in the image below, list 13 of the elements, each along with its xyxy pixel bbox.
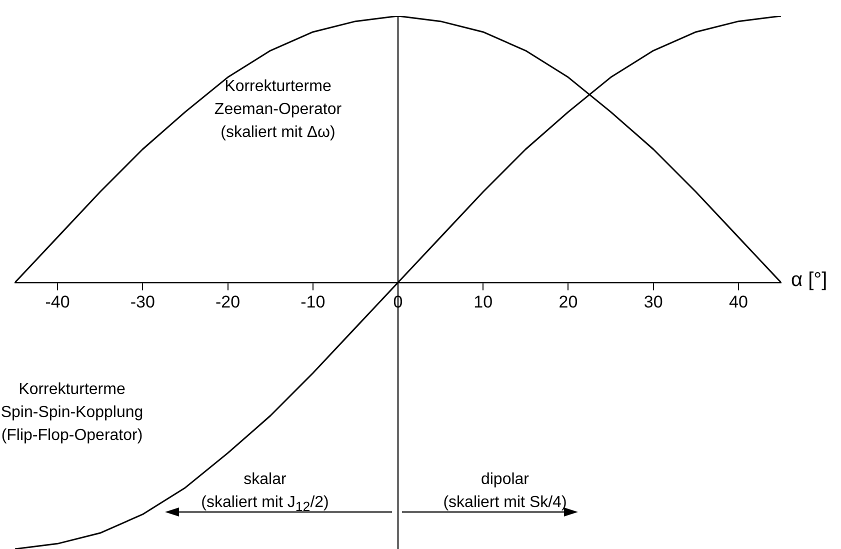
x-tick-label: 30 xyxy=(644,292,663,312)
annotation: dipolar (skaliert mit Sk/4) xyxy=(443,470,567,513)
x-tick-label: -10 xyxy=(300,292,326,312)
annotation: skalar (skaliert mit J$_{12}$/2) xyxy=(201,470,329,516)
x-tick-label: 20 xyxy=(558,292,578,312)
annotation: Korrekturterme Zeeman-Operator (skaliert mit Δω) xyxy=(214,77,342,143)
x-tick-label: -30 xyxy=(130,292,155,312)
x-tick-label: -40 xyxy=(45,292,70,312)
x-tick-label: 40 xyxy=(728,292,748,312)
annotation: Korrekturterme Spin-Spin-Kopplung (Flip-Flop-Operator) xyxy=(0,380,144,446)
x-tick-label: 10 xyxy=(474,292,493,312)
x-tick-label: -20 xyxy=(215,292,240,312)
x-axis-title: α [°] xyxy=(791,269,828,292)
